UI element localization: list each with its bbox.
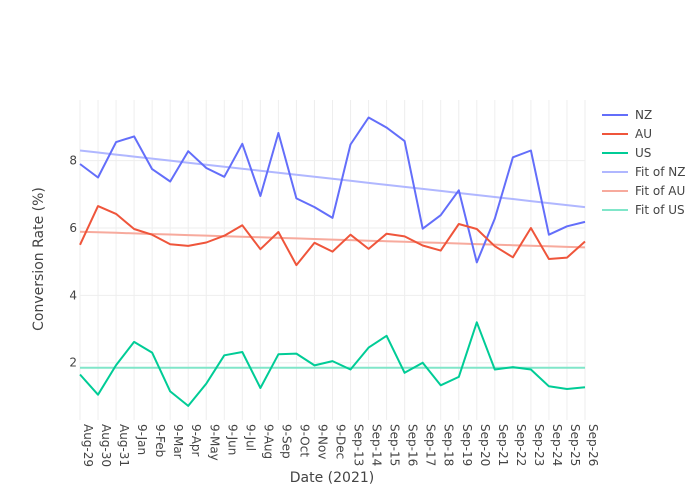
series-line-nz[interactable] (79, 116, 586, 264)
x-tick-label: Sep-13 (352, 424, 366, 466)
x-tick-label: 9-Nov (315, 424, 329, 459)
series-lines (79, 116, 586, 407)
x-tick-label: Sep-22 (514, 424, 528, 466)
x-tick-label: 9-Apr (189, 424, 203, 457)
series-line-fit-of-au[interactable] (79, 230, 586, 249)
legend[interactable]: NZ AU US Fit of NZ Fit of AU Fit of US (602, 108, 685, 217)
x-tick-label: Sep-15 (388, 424, 402, 466)
x-tick-label: Sep-14 (370, 424, 384, 466)
legend-label: US (635, 146, 651, 160)
series-line-us[interactable] (79, 321, 586, 407)
x-tick-label: 9-Oct (297, 424, 311, 457)
y-axis-title: Conversion Rate (%) (31, 187, 47, 331)
y-tick-label: 4 (69, 288, 77, 302)
legend-item-fit-of-nz[interactable]: Fit of NZ (602, 165, 685, 179)
legend-item-fit-of-au[interactable]: Fit of AU (602, 184, 685, 198)
legend-label: Fit of US (635, 203, 685, 217)
x-tick-label: Sep-26 (586, 424, 600, 466)
x-tick-label: 9-Aug (261, 424, 275, 459)
x-tick-label: Aug-30 (99, 424, 113, 467)
series-line-au[interactable] (79, 205, 586, 267)
gridlines (79, 100, 586, 420)
x-tick-label: 9-Dec (334, 424, 348, 459)
legend-label: AU (635, 127, 652, 141)
x-tick-label: Aug-29 (81, 424, 95, 467)
x-tick-label: Sep-25 (568, 424, 582, 466)
x-tick-label: 9-Sep (279, 424, 293, 459)
legend-label: NZ (635, 108, 652, 122)
x-axis-title: Date (2021) (290, 470, 374, 486)
x-tick-label: Sep-17 (424, 424, 438, 466)
legend-item-fit-of-us[interactable]: Fit of US (602, 203, 685, 217)
x-tick-label: 9-Jun (225, 424, 239, 455)
x-tick-label: Sep-20 (478, 424, 492, 466)
y-axis-ticks: 2 4 6 8 (69, 154, 77, 370)
x-tick-label: Aug-31 (117, 424, 131, 467)
legend-label: Fit of AU (635, 184, 685, 198)
x-tick-label: 9-Jul (243, 424, 257, 451)
x-tick-label: Sep-16 (406, 424, 420, 466)
legend-item-au[interactable]: AU (602, 127, 652, 141)
x-tick-label: 9-May (207, 424, 221, 461)
y-tick-label: 6 (69, 221, 77, 235)
legend-label: Fit of NZ (635, 165, 685, 179)
x-tick-label: Sep-18 (442, 424, 456, 466)
y-tick-label: 8 (69, 154, 77, 168)
x-axis-ticks: Aug-29 Aug-30 Aug-31 9-Jan 9-Feb 9-Mar 9-Apr 9-… (81, 424, 600, 467)
y-tick-label: 2 (69, 356, 77, 370)
legend-item-nz[interactable]: NZ (602, 108, 652, 122)
x-tick-label: Sep-23 (532, 424, 546, 466)
x-tick-label: 9-Jan (135, 424, 149, 455)
x-tick-label: 9-Feb (153, 424, 167, 457)
x-tick-label: Sep-19 (460, 424, 474, 466)
legend-item-us[interactable]: US (602, 146, 651, 160)
x-tick-label: Sep-21 (496, 424, 510, 466)
x-tick-label: Sep-24 (550, 424, 564, 466)
x-tick-label: 9-Mar (171, 424, 185, 459)
